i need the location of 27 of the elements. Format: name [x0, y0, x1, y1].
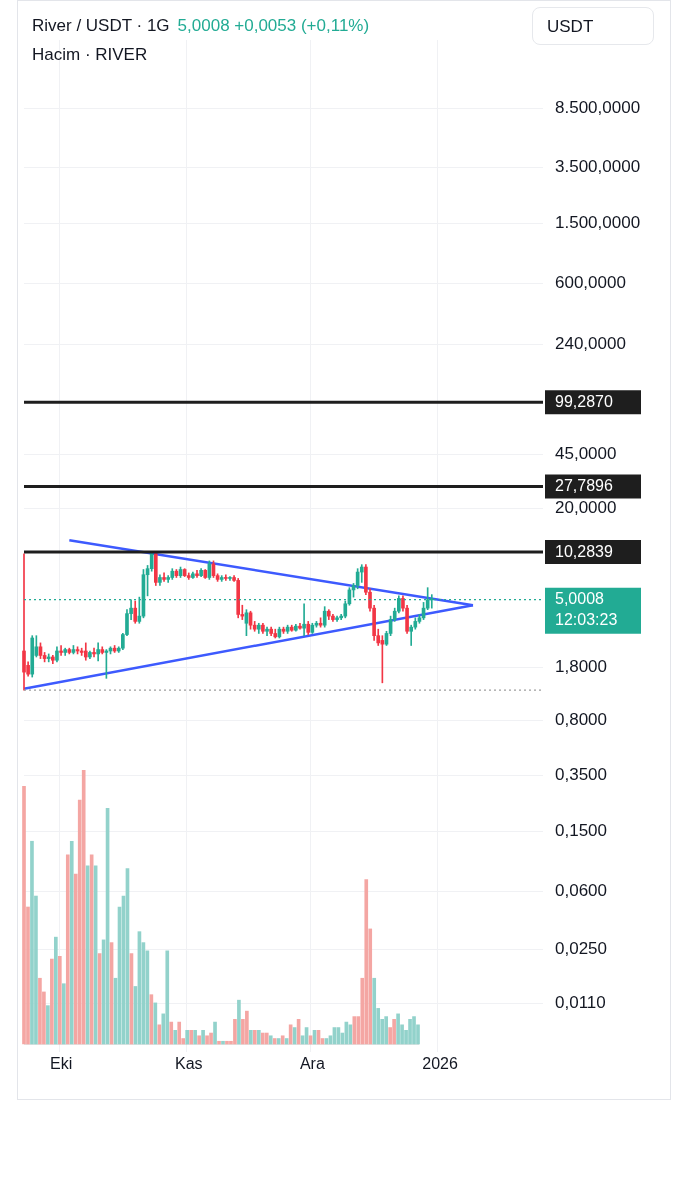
text: 5,0008 +0,0053 (+0,11%) [177, 16, 370, 35]
y-tick-label: 1.500,0000 [555, 212, 641, 232]
x-tick-label: Kas [174, 1055, 203, 1073]
y-tick-label: 8.500,0000 [555, 98, 641, 118]
y-tick-label: 0,0600 [555, 881, 607, 901]
ref-line-label: 5,0008 [555, 590, 605, 608]
currency-selector: USDT [532, 7, 654, 45]
ref-line-label: 99,2870 [555, 392, 613, 410]
y-tick-label: 240,0000 [555, 333, 626, 353]
text: 12:03:23 [555, 611, 618, 629]
y-tick-label: 1,8000 [555, 656, 607, 676]
chart-subtitle: Hacim · RIVER [32, 45, 148, 65]
y-tick-label: 0,0110 [555, 993, 606, 1013]
y-tick-label: 3.500,0000 [555, 156, 641, 176]
y-tick-label: 0,8000 [555, 710, 607, 730]
y-tick-label: 0,0250 [555, 939, 607, 959]
y-tick-label: 45,0000 [555, 444, 617, 464]
x-tick-label: Ara [299, 1055, 325, 1073]
ref-line-label: 27,7896 [555, 476, 613, 494]
y-tick-label: 20,0000 [555, 497, 617, 517]
x-tick-label: Eki [49, 1055, 73, 1073]
y-tick-label: 0,1500 [555, 820, 607, 840]
y-tick-label: 0,3500 [555, 765, 607, 784]
ref-line-label: 10,2839 [555, 542, 613, 560]
chart-title: River / USDT · 1G [32, 16, 170, 35]
y-tick-label: 600,0000 [555, 273, 626, 293]
x-tick-label: 2026 [422, 1055, 458, 1073]
